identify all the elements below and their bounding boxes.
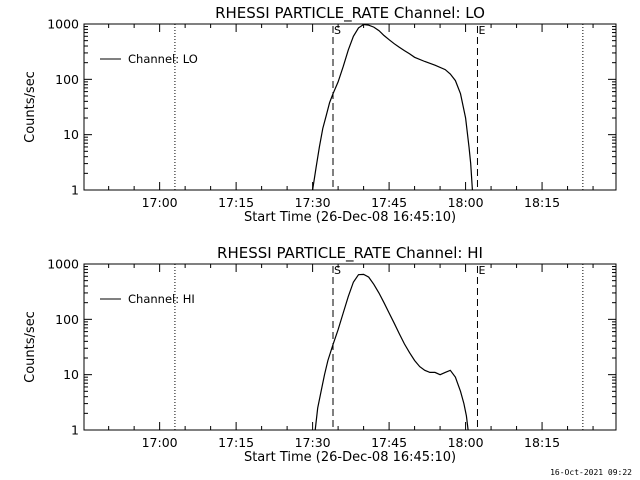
marker-e-label: E	[478, 264, 485, 277]
plot-frame	[83, 263, 617, 431]
series-line	[312, 23, 473, 191]
y-tick-label: 10	[63, 127, 79, 142]
y-tick-label: 1	[71, 423, 79, 438]
x-axis-label: Start Time (26-Dec-08 16:45:10)	[244, 450, 456, 465]
x-tick-label: 18:15	[524, 195, 560, 210]
x-axis-label: Start Time (26-Dec-08 16:45:10)	[244, 210, 456, 225]
series-line	[314, 273, 469, 431]
legend-label: Channel: HI	[128, 292, 195, 306]
marker-e-label: E	[478, 24, 485, 37]
x-tick-label: 18:15	[524, 435, 560, 450]
x-tick-label: 17:30	[295, 435, 331, 450]
x-tick-label: 18:00	[448, 195, 484, 210]
x-tick-label: 17:15	[218, 435, 254, 450]
footer-date: 16-Oct-2021 09:22	[550, 468, 632, 477]
chart-title: RHESSI PARTICLE_RATE Channel: HI	[217, 244, 483, 263]
x-tick-label: 17:00	[142, 195, 178, 210]
legend-label: Channel: LO	[128, 52, 198, 66]
x-tick-label: 18:00	[448, 435, 484, 450]
x-tick-label: 17:45	[371, 195, 407, 210]
marker-s-label: S	[334, 264, 341, 277]
y-tick-label: 100	[55, 72, 79, 87]
marker-s-label: S	[334, 24, 341, 37]
x-tick-label: 17:30	[295, 195, 331, 210]
y-tick-label: 1000	[47, 257, 79, 272]
x-tick-label: 17:45	[371, 435, 407, 450]
y-tick-label: 10	[63, 367, 79, 382]
y-tick-label: 100	[55, 312, 79, 327]
y-axis-label: Counts/sec	[23, 311, 38, 383]
y-tick-label: 1	[71, 183, 79, 198]
plot-frame	[83, 23, 617, 191]
chart-title: RHESSI PARTICLE_RATE Channel: LO	[215, 4, 485, 23]
y-axis-label: Counts/sec	[23, 71, 38, 143]
x-tick-label: 17:00	[142, 435, 178, 450]
x-tick-label: 17:15	[218, 195, 254, 210]
y-tick-label: 1000	[47, 17, 79, 32]
